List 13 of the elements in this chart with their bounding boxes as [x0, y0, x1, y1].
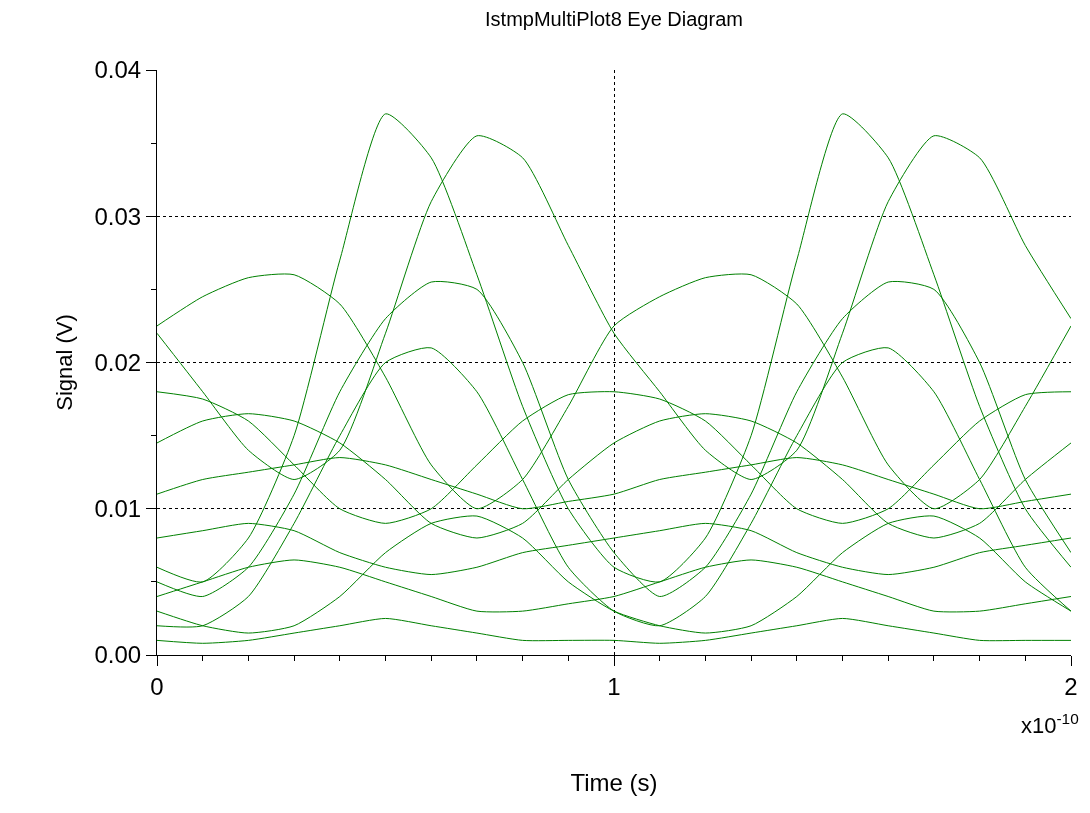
y-axis-title: Signal (V)	[52, 314, 78, 411]
y-tick-label: 0.02	[94, 348, 142, 376]
y-tick-label: 0.03	[94, 202, 142, 230]
line-series	[157, 617, 1071, 644]
y-tick-label: 0.01	[94, 495, 142, 523]
text: x10$^{-10}$	[1021, 710, 1079, 739]
x-axis-title: Time (s)	[570, 769, 658, 797]
chart-title: IstmpMultiPlot8 Eye Diagram	[485, 8, 743, 31]
y-tick-label: 0.00	[94, 641, 142, 669]
x-tick-label: 2	[1064, 672, 1078, 700]
x-tick-label: 0	[150, 672, 164, 700]
x-tick-label: 1	[607, 672, 621, 700]
y-tick-label: 0.04	[94, 56, 142, 84]
